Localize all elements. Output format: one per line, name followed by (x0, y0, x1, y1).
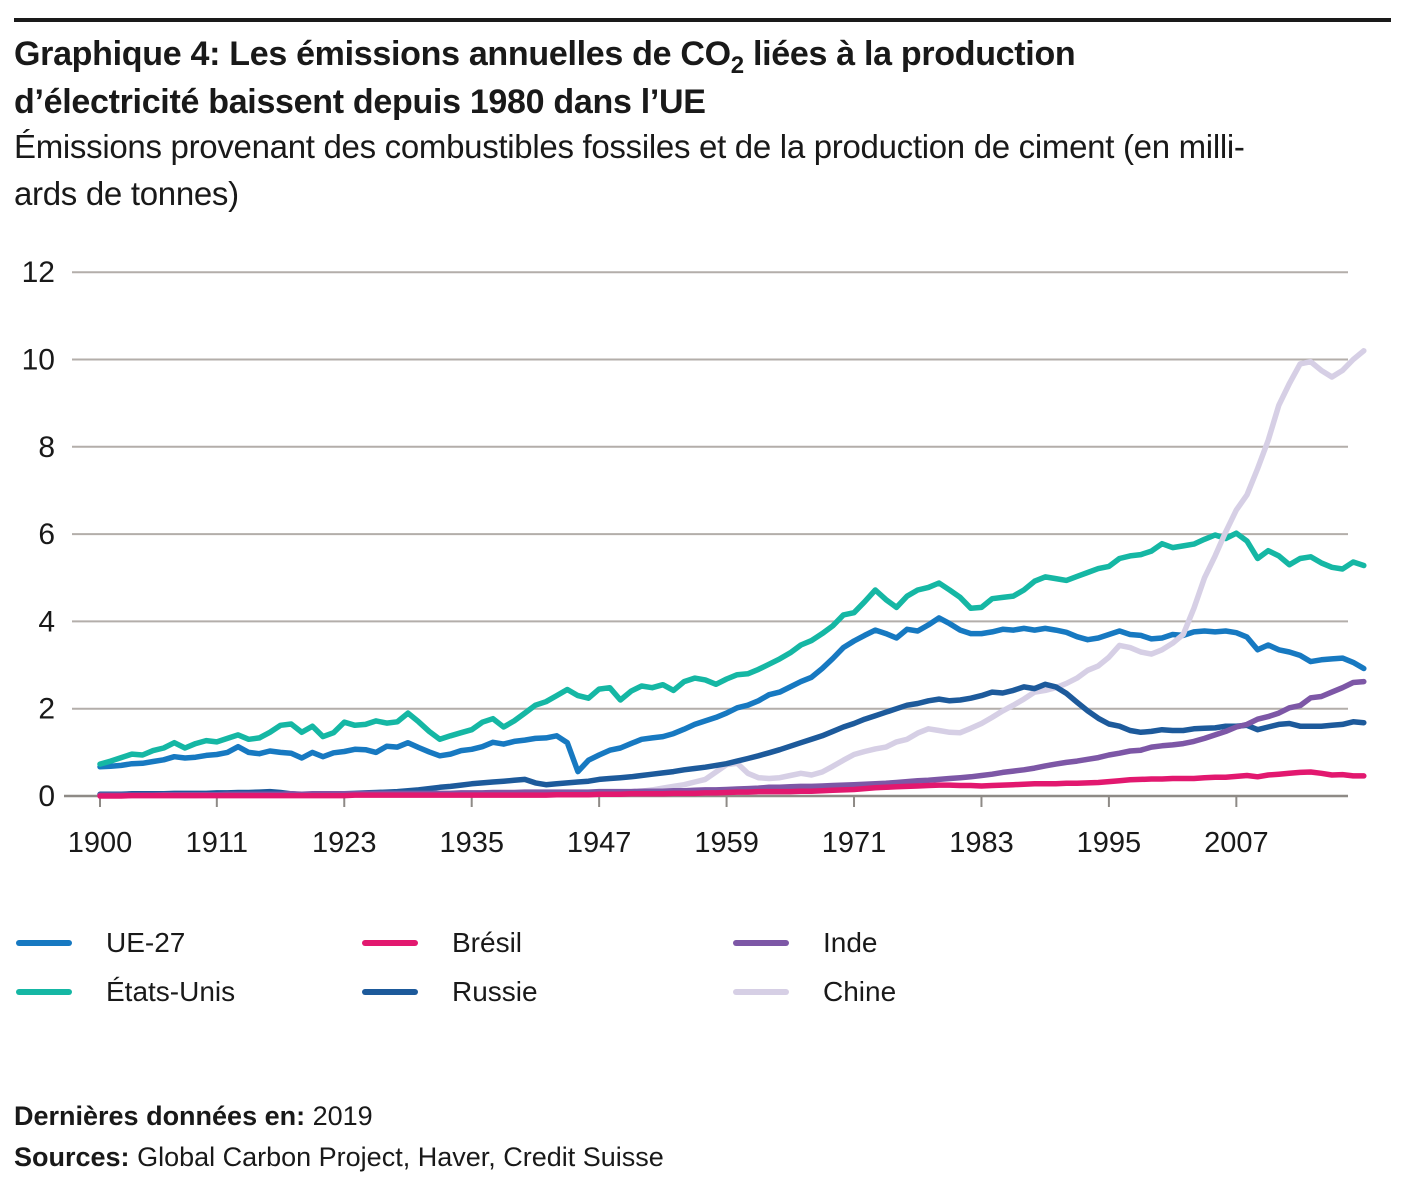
series-line-Brésil (97, 769, 1367, 799)
legend-swatch-Russie (362, 989, 418, 995)
y-axis-label-10: 10 (22, 344, 55, 377)
x-axis-label-1935: 1935 (439, 827, 504, 859)
legend-swatch-UE-27 (16, 940, 72, 946)
sources-label: Sources: (14, 1142, 130, 1172)
last-data-line: Dernières données en: 2019 (14, 1096, 1314, 1137)
chart-subtitle: Émissions provenant des combustibles fos… (14, 123, 1374, 217)
chart-title-subscript: 2 (730, 51, 744, 79)
chart-title-line2: d’électricité baissent depuis 1980 dans … (14, 83, 706, 121)
chart-title-post: liées à la production (743, 35, 1076, 73)
emissions-line-chart: 0 2 4 6 8 10 12 1900 1911 1923 1935 1947 1959 1971 198… (0, 230, 1405, 880)
legend-swatch-États-Unis (16, 989, 72, 995)
legend-swatch-Brésil (362, 940, 418, 946)
series-line-UE-27 (97, 615, 1367, 775)
y-axis-label-4: 4 (38, 605, 55, 638)
chart-footer: Dernières données en: 2019 Sources: Glob… (14, 1096, 1314, 1178)
x-axis-label-1971: 1971 (822, 827, 887, 859)
legend-label-Brésil: Brésil (452, 927, 523, 958)
sources-line: Sources: Global Carbon Project, Haver, C… (14, 1137, 1314, 1178)
x-axis-label-1983: 1983 (949, 827, 1014, 859)
legend-label-Chine: Chine (823, 976, 897, 1007)
y-axis-label-6: 6 (38, 518, 55, 551)
chart-subtitle-line1: Émissions provenant des combustibles fos… (14, 128, 1245, 165)
legend-label-États-Unis: États-Unis (106, 976, 236, 1007)
line-chart-svg: 0 2 4 6 8 10 12 1900 1911 1923 1935 1947 1959 1971 198… (22, 256, 1367, 859)
last-data-value: 2019 (312, 1101, 373, 1131)
top-rule (14, 18, 1391, 22)
legend-label-UE-27: UE-27 (106, 927, 186, 958)
x-axis-label-1923: 1923 (312, 827, 377, 859)
x-axis-label-1900: 1900 (68, 827, 133, 859)
y-axis-label-12: 12 (22, 256, 55, 289)
legend-label-Russie: Russie (452, 976, 538, 1007)
x-axis-label-2007: 2007 (1204, 827, 1269, 859)
chart-title-pre: Graphique 4: Les émissions annuelles de … (14, 35, 731, 73)
sources-value: Global Carbon Project, Haver, Credit Sui… (137, 1142, 664, 1172)
y-axis-label-2: 2 (38, 693, 55, 726)
x-axis-label-1995: 1995 (1077, 827, 1142, 859)
legend-label-Inde: Inde (823, 927, 878, 958)
x-axis-label-1911: 1911 (186, 827, 248, 859)
chart-title: Graphique 4: Les émissions annuelles de … (14, 30, 1354, 126)
y-axis-label-8: 8 (38, 431, 55, 464)
x-axis-label-1947: 1947 (567, 827, 632, 859)
series-line-États-Unis (97, 530, 1367, 767)
chart-legend: UE-27 Brésil Inde États-Unis Russie Chine (0, 916, 1405, 1026)
last-data-label: Dernières données en: (14, 1101, 306, 1131)
x-axis-label-1959: 1959 (694, 827, 759, 859)
y-axis-label-0: 0 (38, 780, 55, 813)
legend-swatch-Chine (733, 989, 789, 995)
legend-swatch-Inde (733, 940, 789, 946)
chart-subtitle-line2: ards de tonnes) (14, 175, 239, 212)
